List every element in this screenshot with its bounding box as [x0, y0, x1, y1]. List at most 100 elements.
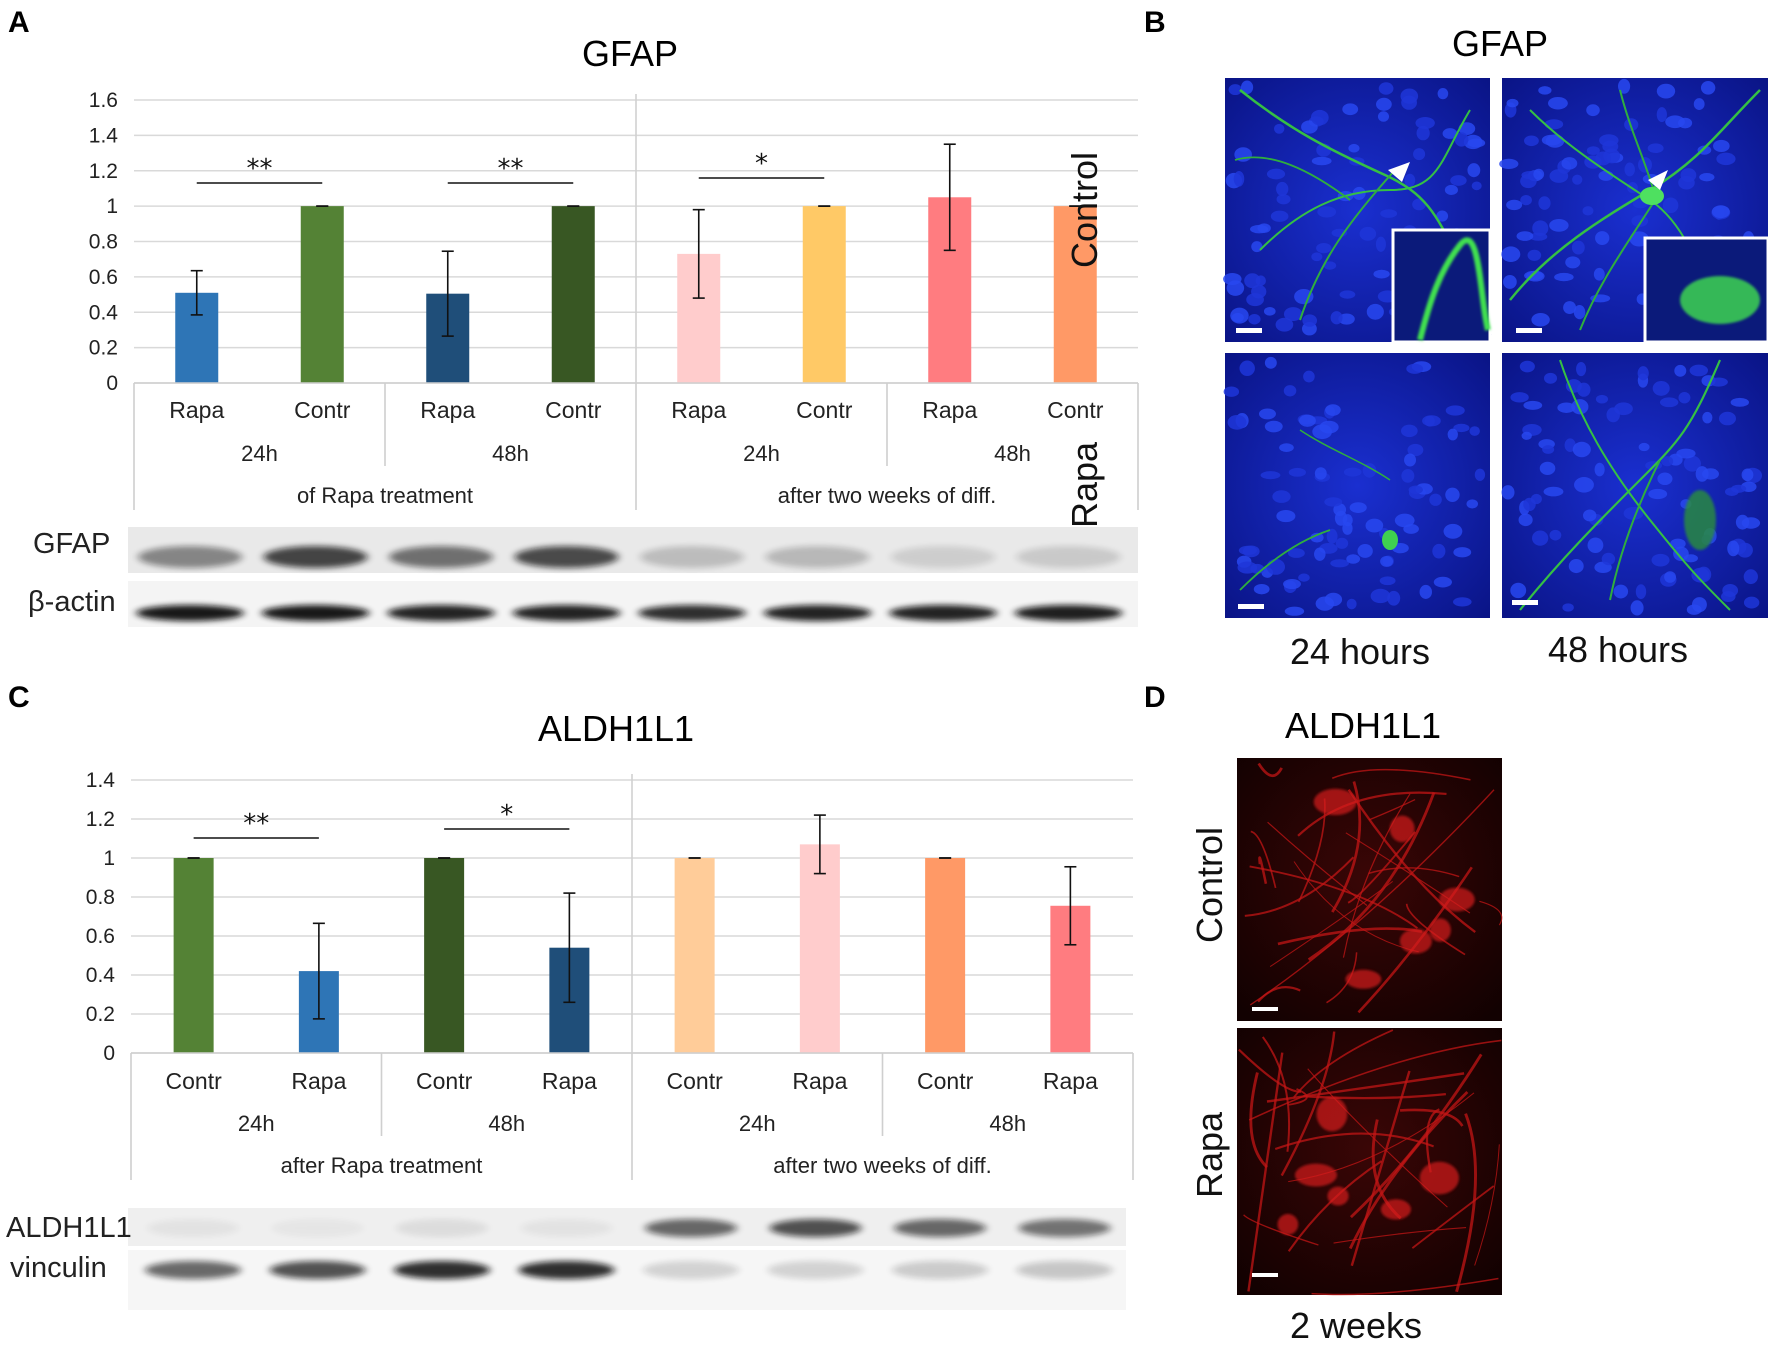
blot-band [269, 1261, 366, 1279]
micro-d-row-rapa: Rapa [1189, 1111, 1230, 1198]
y-tick-label: 0 [106, 372, 118, 395]
nucleus [1253, 584, 1270, 595]
fiber [1479, 900, 1503, 926]
nucleus [1248, 313, 1261, 325]
nucleus [1298, 573, 1310, 582]
nucleus [1272, 490, 1291, 503]
cell-body [1429, 918, 1451, 942]
significance-marker: ** [498, 154, 524, 184]
nucleus [1563, 301, 1577, 314]
category-label: Contr [917, 1068, 974, 1094]
blot-band [889, 605, 997, 621]
nucleus [1240, 80, 1254, 95]
blot-band [389, 546, 493, 568]
nucleus [1416, 125, 1430, 141]
nucleus [1696, 566, 1712, 583]
nucleus [1228, 84, 1242, 96]
scale-bar [1252, 1273, 1278, 1277]
nucleus [1568, 559, 1584, 574]
nucleus [1598, 170, 1614, 181]
nucleus [1380, 555, 1394, 567]
micro-b-col-48h: 48 hours [1548, 629, 1688, 670]
nucleus [1231, 312, 1244, 323]
nucleus [1538, 196, 1551, 210]
micro-b-row-control: Control [1064, 152, 1105, 268]
fiber [1307, 792, 1436, 961]
fiber [1249, 1072, 1268, 1169]
nucleus [1330, 559, 1349, 568]
scale-bar [1238, 604, 1264, 609]
significance-marker: * [755, 149, 768, 179]
category-label: Rapa [1043, 1068, 1098, 1094]
time-group-label: 48h [994, 441, 1031, 466]
nucleus [1264, 420, 1283, 433]
fiber [1311, 1277, 1499, 1296]
blot-label-vinculin: vinculin [10, 1252, 107, 1284]
fiber [1368, 867, 1460, 878]
nucleus [1586, 104, 1600, 117]
nucleus [1516, 231, 1534, 241]
nucleus [1233, 170, 1245, 187]
nucleus [1284, 606, 1305, 616]
nucleus [1583, 509, 1597, 522]
nucleus [1542, 445, 1555, 454]
nucleus [1401, 469, 1415, 483]
nucleus [1574, 477, 1594, 493]
y-tick-label: 1.2 [86, 808, 115, 831]
fiber [1247, 1052, 1284, 1292]
nucleus [1263, 307, 1276, 316]
nucleus [1741, 468, 1754, 482]
nucleus [1325, 404, 1341, 416]
phase-group-label: after Rapa treatment [281, 1153, 483, 1178]
nucleus [1301, 120, 1318, 134]
nucleus [1659, 397, 1679, 408]
nucleus [1266, 168, 1286, 180]
blot-band [643, 1261, 739, 1279]
nucleus [1713, 139, 1730, 153]
chart-a-title: GFAP [582, 33, 678, 74]
nucleus [1661, 456, 1674, 467]
cell-body [1327, 1186, 1349, 1206]
nucleus [1670, 538, 1686, 549]
nucleus [1283, 579, 1301, 590]
fiber [1411, 1185, 1495, 1249]
nucleus [1521, 431, 1532, 440]
nucleus [1678, 175, 1695, 190]
nucleus [1330, 311, 1343, 325]
category-label: Contr [545, 397, 602, 423]
nucleus [1623, 506, 1644, 520]
blot-band [520, 1219, 613, 1237]
fiber [1474, 1144, 1500, 1266]
nucleus [1342, 521, 1353, 535]
nucleus [1445, 405, 1465, 416]
category-label: Contr [796, 397, 853, 423]
fiber [1261, 1036, 1291, 1152]
nucleus [1593, 267, 1605, 281]
nucleus [1406, 363, 1424, 374]
nucleus [1565, 256, 1581, 269]
nucleus [1314, 547, 1326, 561]
cell-body [1313, 788, 1357, 816]
fiber [1258, 856, 1268, 884]
nucleus [1595, 151, 1612, 166]
scale-bar [1252, 1007, 1278, 1011]
bar [173, 858, 214, 1053]
category-label: Contr [667, 1068, 724, 1094]
nucleus [1722, 584, 1739, 597]
nucleus [1709, 377, 1728, 387]
fiber [1303, 1092, 1446, 1100]
nucleus [1294, 288, 1314, 305]
nucleus [1357, 544, 1373, 558]
nucleus [1531, 312, 1550, 327]
nucleus [1648, 488, 1668, 500]
nucleus [1334, 510, 1348, 526]
nucleus [1520, 195, 1532, 206]
nucleus [1413, 148, 1426, 161]
category-label: Rapa [671, 397, 726, 423]
nucleus [1554, 272, 1574, 282]
blot-band [765, 546, 870, 568]
nucleus [1387, 590, 1401, 606]
nucleus [1260, 471, 1281, 480]
blot-band [891, 546, 995, 568]
nucleus [1724, 487, 1739, 496]
